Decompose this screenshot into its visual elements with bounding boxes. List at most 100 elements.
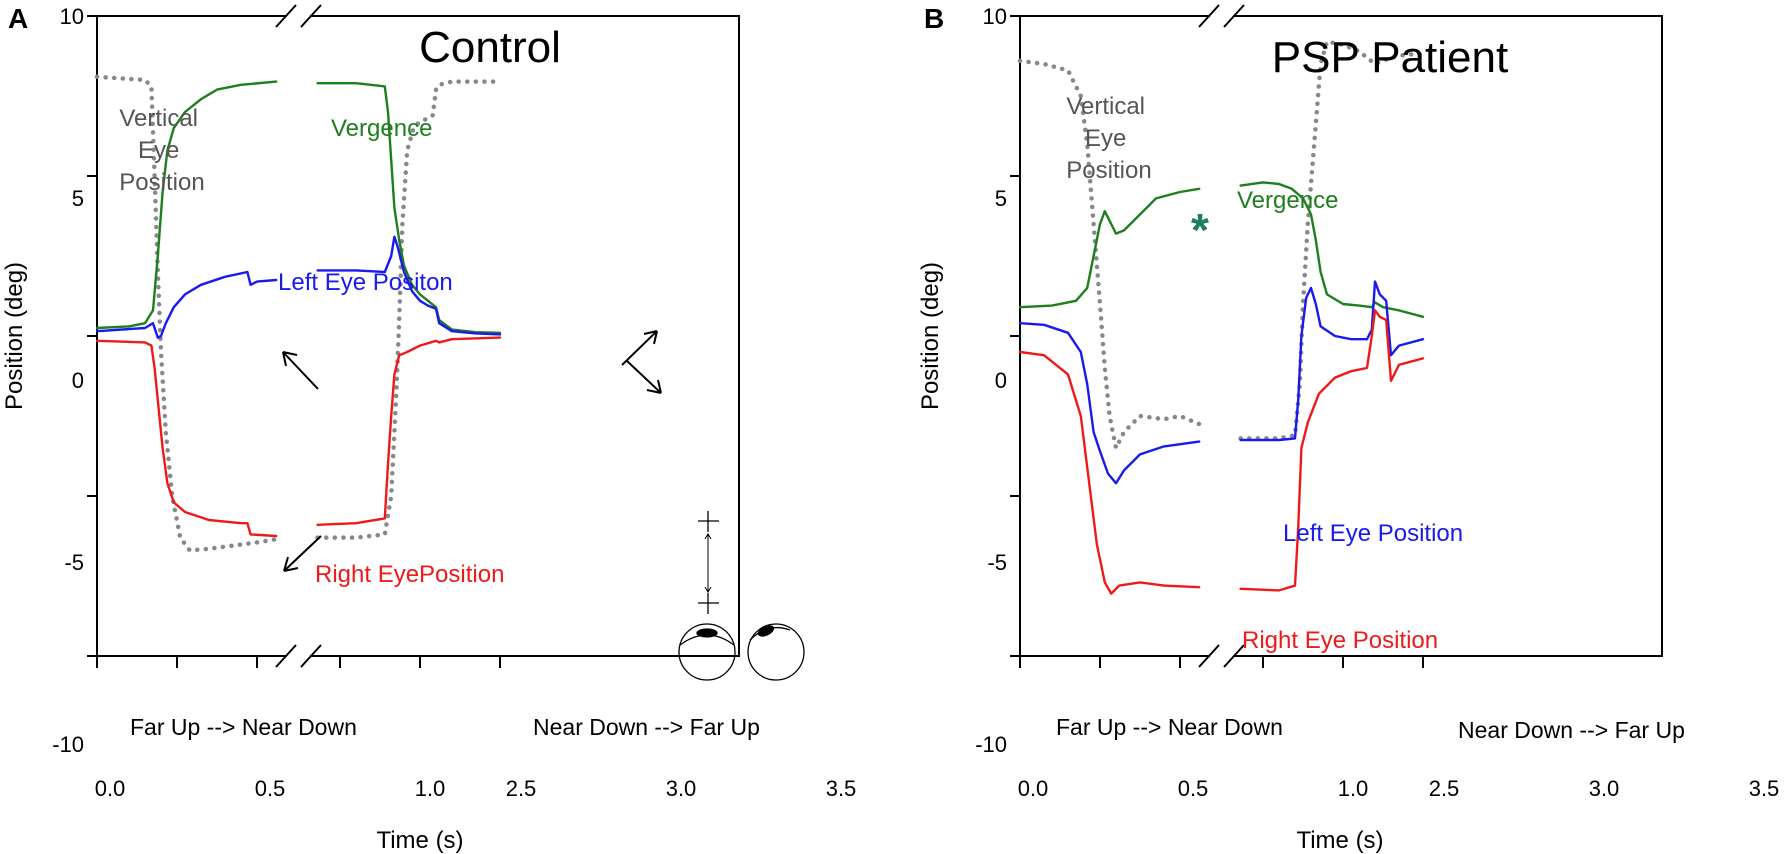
y-tick-label: 0: [72, 368, 84, 393]
axis-break-gap: [287, 652, 310, 660]
x-tick-label: 3.0: [666, 776, 697, 801]
y-tick-label: -5: [987, 550, 1007, 575]
arrow-head: [282, 351, 298, 367]
y-tick-label: -10: [975, 732, 1007, 757]
x-tick-label: 3.5: [1749, 776, 1780, 801]
y-tick-label: 5: [72, 186, 84, 211]
vertical-eye-label-line: Vertical: [1066, 93, 1145, 120]
plot-frame: [87, 4, 740, 668]
y-tick-labels: 10 5 0 -5 -10: [975, 4, 1007, 757]
vertical-eye-label-line: Vertical: [119, 105, 198, 132]
vertical-eye-label-line: Position: [119, 169, 204, 196]
x-tick-label: 2.5: [1429, 776, 1460, 801]
phase-label-left: Far Up --> Near Down: [1056, 714, 1283, 740]
arrow: [621, 330, 658, 366]
annotation-arrows: [282, 330, 662, 572]
vertical-eye-position-line: [1017, 58, 1202, 451]
vergence-label: Vergence: [331, 115, 432, 142]
panel-letter: B: [924, 3, 944, 34]
right-eye-label: Right Eye Position: [1242, 627, 1438, 654]
vertical-eye-label: Vertical Eye Position: [1066, 93, 1151, 184]
phase-label-left: Far Up --> Near Down: [130, 714, 357, 740]
x-axis-label: Time (s): [1296, 827, 1383, 854]
left-pupil: [696, 628, 718, 638]
x-tick-label: 0.0: [95, 776, 126, 801]
x-tick-label: 3.5: [826, 776, 857, 801]
asterisk-annotation: *: [1191, 204, 1209, 256]
left-eye-position-line: [1239, 280, 1425, 442]
vergence-line: [1018, 187, 1201, 309]
series-lines: [1017, 39, 1426, 595]
y-tick-label: -5: [64, 550, 84, 575]
panel-letter: A: [8, 3, 28, 34]
arrow-head: [646, 379, 662, 394]
y-tick-label: 10: [983, 4, 1007, 29]
gaze-connector-head: [704, 533, 712, 593]
left-eye-label: Left Eye Position: [1283, 520, 1463, 547]
left-eye-position-line: [1018, 322, 1201, 485]
left-eye-label: Left Eye Positon: [278, 269, 453, 296]
y-axis-label: Position (deg): [917, 262, 944, 410]
axis-break-mark: [1198, 4, 1220, 28]
series-labels: Vertical Eye Position Vergence Left Eye …: [119, 105, 504, 588]
arrow-head: [283, 556, 299, 572]
gaze-inset: [678, 511, 805, 681]
y-tick-labels: 10 5 0 -5 -10: [52, 4, 84, 757]
axis-break-mark: [275, 644, 297, 668]
chart-title: PSP Patient: [1272, 33, 1508, 82]
axis-break-mark: [300, 644, 322, 668]
y-tick-label: 5: [995, 186, 1007, 211]
panel-b: B PSP Patient Position (deg) Time (s) 10…: [917, 3, 1779, 854]
right-eye-icon: [747, 623, 805, 681]
axis-break-mark: [1198, 644, 1220, 668]
vergence-line: [95, 80, 278, 330]
vertical-eye-position-line: [315, 79, 503, 540]
plot-frame: [1010, 4, 1663, 668]
vertical-eye-label-line: Position: [1066, 157, 1151, 184]
x-tick-labels: 0.0 0.5 1.0 2.5 3.0 3.5: [95, 776, 857, 801]
x-tick-label: 2.5: [506, 776, 537, 801]
axis-break-gap: [287, 12, 310, 20]
vertical-eye-position-line: [94, 74, 279, 553]
axis-break-mark: [300, 4, 322, 28]
x-axis-label: Time (s): [376, 827, 463, 854]
arrow: [626, 360, 662, 394]
axis-break-mark: [275, 4, 297, 28]
y-tick-label: -10: [52, 732, 84, 757]
x-tick-labels: 0.0 0.5 1.0 2.5 3.0 3.5: [1018, 776, 1780, 801]
right-eye-label: Right EyePosition: [315, 561, 504, 588]
chart-title: Control: [419, 23, 561, 72]
vergence-line: [316, 81, 502, 334]
axis-break-mark: [1223, 644, 1245, 668]
right-eye-position-line: [1239, 309, 1425, 592]
vertical-eye-label: Vertical Eye Position: [119, 105, 204, 196]
x-tick-label: 1.0: [1338, 776, 1369, 801]
right-eyeposition-line: [95, 339, 278, 538]
arrow-head: [643, 330, 658, 345]
axis-break-gap: [1210, 652, 1233, 660]
x-tick-label: 0.5: [1178, 776, 1209, 801]
axis-break-mark: [1223, 4, 1245, 28]
vergence-label: Vergence: [1237, 187, 1338, 214]
series-labels: Vertical Eye Position Vergence Left Eye …: [1066, 93, 1463, 654]
arrow: [282, 351, 319, 390]
left-eye-positon-line: [316, 235, 502, 336]
panel-a: A Control Position (deg) Time (s) 10 5 0…: [1, 3, 856, 854]
phase-label-right: Near Down --> Far Up: [533, 714, 760, 740]
x-tick-label: 1.0: [415, 776, 446, 801]
x-tick-label: 0.5: [255, 776, 286, 801]
x-tick-label: 0.0: [1018, 776, 1049, 801]
vertical-eye-label-line: Eye: [1085, 125, 1126, 152]
vertical-eye-label-line: Eye: [138, 137, 179, 164]
right-eyeposition-line: [316, 336, 502, 526]
x-tick-label: 3.0: [1589, 776, 1620, 801]
vertical-eye-position-line: [1238, 39, 1426, 441]
right-pupil: [757, 625, 775, 637]
y-tick-label: 10: [60, 4, 84, 29]
left-eye-positon-line: [95, 270, 278, 339]
axis-break-gap: [1210, 12, 1233, 20]
phase-label-right: Near Down --> Far Up: [1458, 717, 1685, 743]
left-eye-icon: [678, 623, 736, 681]
vergence-line: [1239, 181, 1425, 318]
